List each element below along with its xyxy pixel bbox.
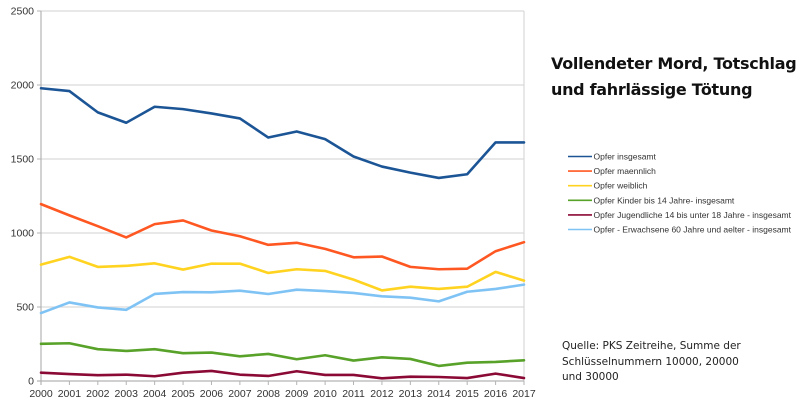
x-tick-label: 2007: [228, 388, 252, 400]
y-tick-label: 1000: [11, 228, 35, 240]
source-line-3: und 30000: [562, 371, 619, 383]
x-tick-label: 2012: [370, 388, 394, 400]
axes: [37, 10, 525, 385]
series-line-opfer-maennlich: [39, 202, 526, 271]
y-tick-label: 1500: [11, 154, 35, 166]
data-series: [39, 86, 526, 380]
series-line-opfer-insgesamt: [39, 86, 526, 180]
series-line-opfer-kinder-bis-14-jahre-insgesamt: [39, 341, 526, 368]
x-tick-label: 2015: [455, 388, 479, 400]
x-tick-label: 2003: [115, 388, 139, 400]
y-tick-label: 0: [28, 376, 34, 388]
x-tick-label: 2014: [427, 388, 451, 400]
source-line-1: Quelle: PKS Zeitreihe, Summe der: [562, 340, 741, 352]
series-line-opfer-jugendliche-14-bis-unter-18-jahre-insgesamt: [39, 369, 526, 380]
x-tick-label: 2013: [399, 388, 423, 400]
legend-item: Opfer Kinder bis 14 Jahre- insgesamt: [568, 195, 735, 205]
legend-item: Opfer insgesamt: [568, 152, 656, 162]
y-tick-label: 500: [16, 302, 34, 314]
chart-title-line-1: Vollendeter Mord, Totschlag: [551, 54, 797, 73]
grid-lines: [41, 10, 525, 381]
series-line-opfer-erwachsene-60-jahre-und-aelter-insgesamt: [39, 283, 526, 315]
source-annotation: Quelle: PKS Zeitreihe, Summe der Schlüss…: [562, 339, 741, 386]
x-tick-label: 2010: [313, 388, 337, 400]
legend-label: Opfer weiblich: [594, 181, 648, 191]
x-tick-labels: 2000 2001 2002 2003 2004 2005 2006 2007 2008 2009…: [29, 388, 536, 400]
legend: Opfer insgesamt Opfer maennlich Opfer weib…: [568, 152, 792, 235]
y-tick-label: 2000: [11, 80, 35, 92]
x-tick-label: 2006: [200, 388, 224, 400]
legend-label: Opfer - Erwachsene 60 Jahre und aelter -…: [594, 225, 792, 235]
source-line-2: Schlüsselnummern 10000, 20000: [562, 355, 739, 368]
y-tick-labels: 0 500 1000 1500 2000 2500: [11, 6, 35, 388]
legend-item: Opfer weiblich: [568, 181, 648, 191]
y-tick-label: 2500: [11, 6, 35, 18]
x-tick-label: 2017: [512, 388, 536, 400]
x-tick-label: 2004: [143, 388, 167, 400]
series-line-opfer-weiblich: [39, 255, 526, 292]
legend-label: Opfer Kinder bis 14 Jahre- insgesamt: [594, 195, 735, 205]
chart-title: Vollendeter Mord, Totschlag und fahrläss…: [551, 51, 797, 103]
x-tick-label: 2001: [58, 388, 82, 400]
x-tick-label: 2009: [285, 388, 309, 400]
legend-item: Opfer - Erwachsene 60 Jahre und aelter -…: [568, 225, 792, 235]
chart-title-line-2: und fahrlässige Tötung: [551, 80, 753, 99]
x-tick-label: 2000: [29, 388, 53, 400]
legend-label: Opfer Jugendliche 14 bis unter 18 Jahre …: [594, 210, 792, 220]
x-tick-label: 2011: [342, 388, 365, 400]
legend-item: Opfer Jugendliche 14 bis unter 18 Jahre …: [568, 210, 792, 220]
x-tick-label: 2005: [171, 388, 195, 400]
x-tick-label: 2016: [484, 388, 508, 400]
x-tick-label: 2002: [86, 388, 110, 400]
legend-label: Opfer insgesamt: [594, 152, 657, 162]
legend-label: Opfer maennlich: [594, 166, 657, 176]
x-tick-label: 2008: [257, 388, 281, 400]
legend-item: Opfer maennlich: [568, 166, 656, 176]
